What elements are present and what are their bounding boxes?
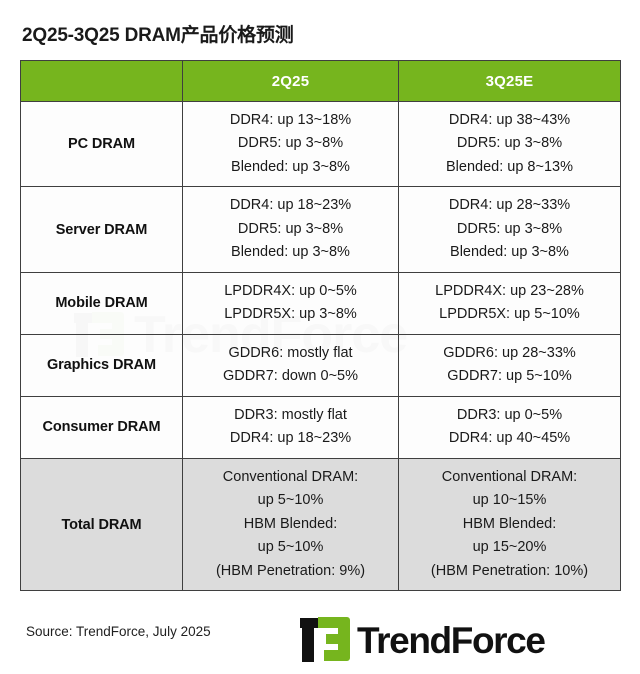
- cell-line: DDR3: up 0~5%: [456, 406, 563, 423]
- cell-line: Blended: up 3~8%: [450, 244, 569, 261]
- cell-line: up 15~20%: [472, 539, 547, 556]
- cell-consumer-dram-3q25e: DDR3: up 0~5% DDR4: up 40~45%: [398, 395, 621, 459]
- cell-line: HBM Blended:: [243, 515, 338, 532]
- cell-line: GDDR6: mostly flat: [228, 344, 353, 361]
- cell-line: GDDR7: up 5~10%: [447, 368, 572, 385]
- footer: Source: TrendForce, July 2025 TrendForce: [0, 612, 640, 674]
- cell-line: LPDDR5X: up 3~8%: [224, 306, 357, 323]
- cell-mobile-dram-3q25e: LPDDR4X: up 23~28% LPDDR5X: up 5~10%: [398, 271, 621, 335]
- cell-line: DDR4: up 38~43%: [448, 112, 571, 128]
- row-label-graphics-dram: Graphics DRAM: [20, 333, 183, 397]
- cell-pc-dram-2q25: DDR4: up 13~18% DDR5: up 3~8% Blended: u…: [182, 100, 399, 188]
- cell-line: DDR4: up 13~18%: [229, 112, 352, 128]
- cell-line: DDR4: up 28~33%: [448, 197, 571, 214]
- cell-graphics-dram-3q25e: GDDR6: up 28~33% GDDR7: up 5~10%: [398, 333, 621, 397]
- column-header-2q25: 2Q25: [182, 60, 399, 102]
- cell-line: LPDDR4X: up 23~28%: [435, 282, 584, 299]
- cell-line: DDR3: mostly flat: [234, 406, 347, 423]
- table-row: Graphics DRAM GDDR6: mostly flat GDDR7: …: [20, 333, 621, 397]
- cell-line: LPDDR4X: up 0~5%: [224, 282, 357, 299]
- cell-line: DDR5: up 3~8%: [456, 220, 563, 237]
- cell-server-dram-3q25e: DDR4: up 28~33% DDR5: up 3~8% Blended: u…: [398, 186, 621, 273]
- cell-line: Blended: up 8~13%: [446, 158, 573, 175]
- cell-graphics-dram-2q25: GDDR6: mostly flat GDDR7: down 0~5%: [182, 333, 399, 397]
- source-note: Source: TrendForce, July 2025: [26, 624, 211, 639]
- row-label-mobile-dram: Mobile DRAM: [20, 271, 183, 335]
- cell-line: (HBM Penetration: 10%): [430, 562, 589, 579]
- cell-line: GDDR7: down 0~5%: [223, 368, 358, 385]
- cell-line: DDR4: up 18~23%: [229, 197, 352, 214]
- trendforce-wordmark: TrendForce: [357, 619, 546, 661]
- row-label-pc-dram: PC DRAM: [20, 100, 183, 188]
- table-row: PC DRAM DDR4: up 13~18% DDR5: up 3~8% Bl…: [20, 100, 621, 188]
- table-row: Consumer DRAM DDR3: mostly flat DDR4: up…: [20, 395, 621, 459]
- cell-line: up 5~10%: [257, 539, 324, 556]
- cell-line: GDDR6: up 28~33%: [443, 344, 576, 361]
- cell-consumer-dram-2q25: DDR3: mostly flat DDR4: up 18~23%: [182, 395, 399, 459]
- cell-line: (HBM Penetration: 9%): [215, 562, 366, 579]
- table-row: Mobile DRAM LPDDR4X: up 0~5% LPDDR5X: up…: [20, 271, 621, 335]
- cell-line: DDR5: up 3~8%: [237, 135, 344, 152]
- cell-line: Blended: up 3~8%: [231, 158, 350, 175]
- trendforce-brand: TrendForce: [298, 614, 546, 666]
- cell-line: LPDDR5X: up 5~10%: [439, 306, 580, 323]
- cell-server-dram-2q25: DDR4: up 18~23% DDR5: up 3~8% Blended: u…: [182, 186, 399, 273]
- cell-line: DDR5: up 3~8%: [237, 220, 344, 237]
- cell-line: Conventional DRAM:: [441, 468, 578, 485]
- page-title: 2Q25-3Q25 DRAM产品价格预测: [22, 25, 294, 46]
- cell-line: HBM Blended:: [462, 515, 557, 532]
- table-row: Server DRAM DDR4: up 18~23% DDR5: up 3~8…: [20, 186, 621, 273]
- cell-mobile-dram-2q25: LPDDR4X: up 0~5% LPDDR5X: up 3~8%: [182, 271, 399, 335]
- cell-line: DDR5: up 3~8%: [456, 135, 563, 152]
- cell-pc-dram-3q25e: DDR4: up 38~43% DDR5: up 3~8% Blended: u…: [398, 100, 621, 188]
- cell-line: Blended: up 3~8%: [231, 244, 350, 261]
- cell-line: Conventional DRAM:: [222, 468, 359, 485]
- dram-price-forecast-table: 2Q25 3Q25E PC DRAM DDR4: up 13~18% DDR5:…: [20, 60, 621, 592]
- cell-total-dram-3q25e: Conventional DRAM: up 10~15% HBM Blended…: [398, 457, 621, 592]
- column-header-3q25e: 3Q25E: [398, 60, 621, 102]
- row-label-consumer-dram: Consumer DRAM: [20, 395, 183, 459]
- cell-line: up 10~15%: [472, 492, 547, 509]
- table-row: Total DRAM Conventional DRAM: up 5~10% H…: [20, 457, 621, 592]
- column-header-blank: [20, 60, 183, 102]
- cell-line: DDR4: up 40~45%: [448, 430, 571, 447]
- row-label-server-dram: Server DRAM: [20, 186, 183, 273]
- trendforce-logo-icon: [298, 614, 350, 666]
- cell-line: up 5~10%: [257, 492, 324, 509]
- table-header-row: 2Q25 3Q25E: [20, 60, 621, 102]
- cell-total-dram-2q25: Conventional DRAM: up 5~10% HBM Blended:…: [182, 457, 399, 592]
- row-label-total-dram: Total DRAM: [20, 457, 183, 592]
- cell-line: DDR4: up 18~23%: [229, 430, 352, 447]
